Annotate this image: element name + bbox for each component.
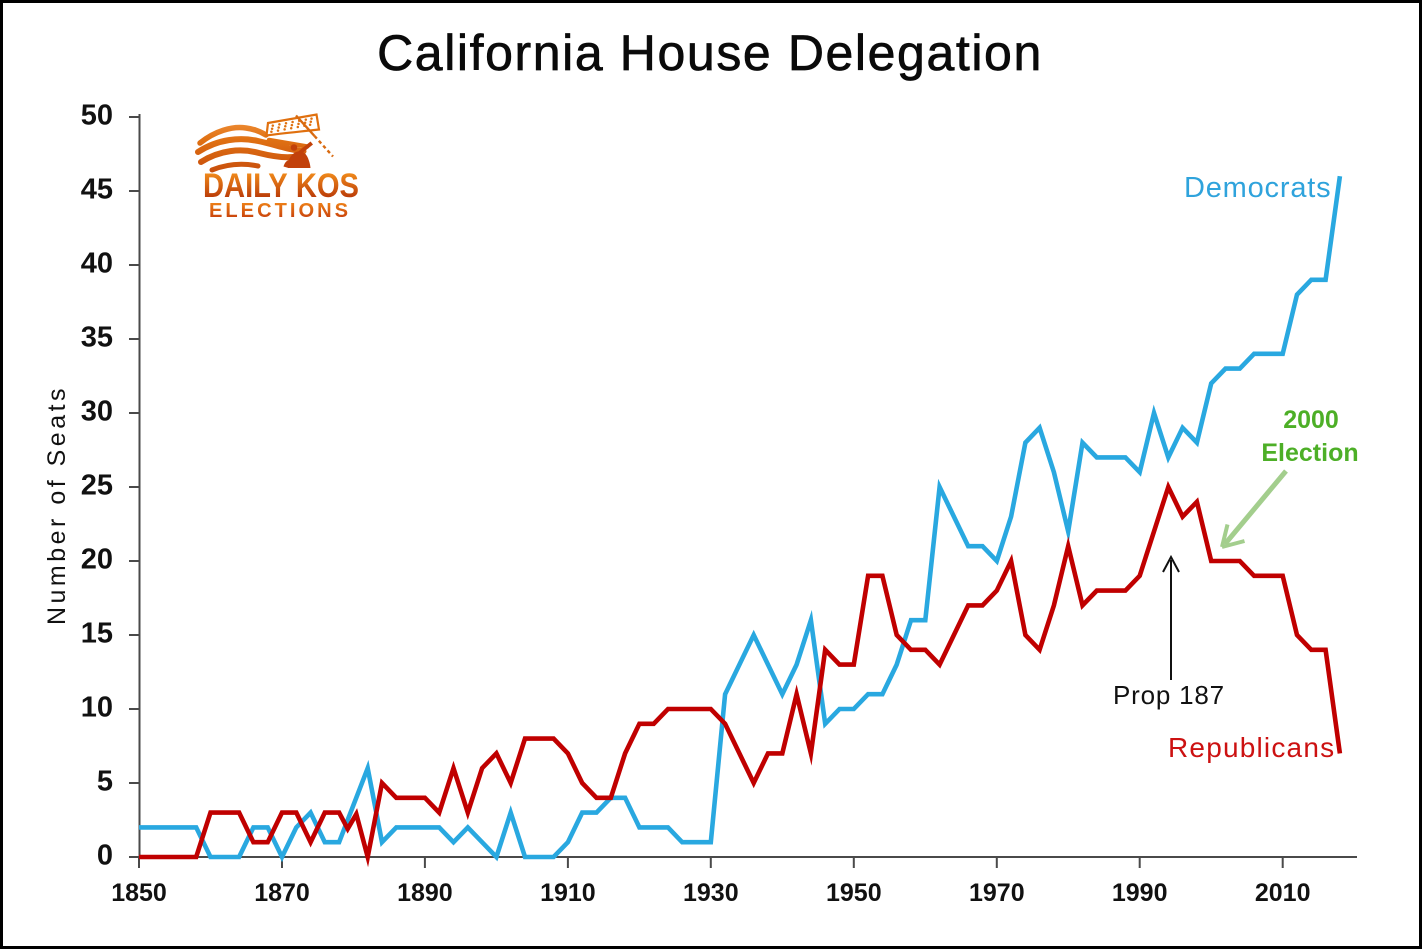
svg-text:1950: 1950	[826, 879, 882, 907]
svg-text:25: 25	[81, 470, 113, 502]
svg-text:35: 35	[81, 322, 113, 354]
svg-text:Election: Election	[1261, 439, 1358, 467]
svg-text:Democrats: Democrats	[1184, 172, 1331, 204]
svg-text:Prop 187: Prop 187	[1113, 680, 1225, 710]
svg-text:DAILY KOS: DAILY KOS	[203, 167, 359, 205]
svg-text:40: 40	[81, 248, 113, 280]
svg-text:15: 15	[81, 618, 113, 650]
svg-text:50: 50	[81, 100, 113, 132]
svg-text:20: 20	[81, 544, 113, 576]
svg-text:10: 10	[81, 692, 113, 724]
svg-text:2010: 2010	[1255, 879, 1311, 907]
svg-text:0: 0	[97, 840, 113, 872]
svg-text:1930: 1930	[683, 879, 739, 907]
svg-text:1910: 1910	[540, 879, 596, 907]
svg-text:1850: 1850	[111, 879, 167, 907]
svg-text:1870: 1870	[254, 879, 310, 907]
svg-text:5: 5	[97, 766, 113, 798]
svg-text:1970: 1970	[969, 879, 1025, 907]
svg-text:California House Delegation: California House Delegation	[377, 25, 1043, 81]
svg-text:45: 45	[81, 174, 113, 206]
svg-text:ELECTIONS: ELECTIONS	[209, 200, 351, 222]
svg-text:1890: 1890	[397, 879, 453, 907]
svg-text:Republicans: Republicans	[1168, 732, 1335, 763]
svg-text:1990: 1990	[1112, 879, 1168, 907]
svg-text:Number of Seats: Number of Seats	[43, 385, 71, 625]
svg-text:2000: 2000	[1283, 406, 1339, 434]
svg-text:30: 30	[81, 396, 113, 428]
